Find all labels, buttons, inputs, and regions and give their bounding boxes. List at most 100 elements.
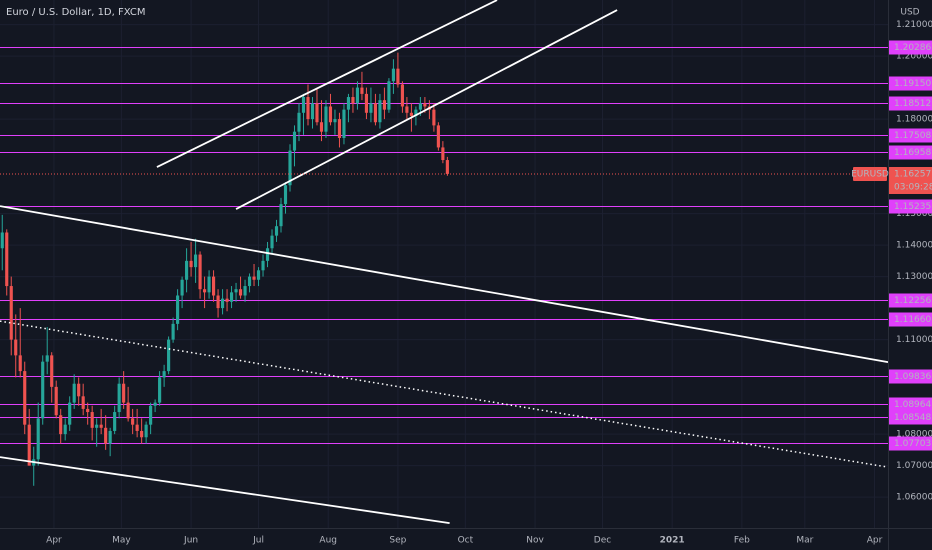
trend-line [156, 0, 498, 168]
candle-body [292, 131, 297, 151]
candle-body [23, 371, 27, 425]
level-label: 1.19150 [894, 79, 931, 89]
level-label-box [889, 199, 932, 214]
candle-body [333, 119, 337, 123]
x-tick-label: Sep [389, 536, 406, 546]
candle-body [229, 292, 234, 302]
candle-body [216, 295, 220, 309]
level-label: 1.15235 [894, 202, 931, 212]
x-tick-label: Jul [252, 536, 264, 546]
candle-body [180, 279, 184, 296]
candle-body [369, 103, 373, 113]
candle-body [153, 402, 157, 406]
y-tick-label: 1.15000 [896, 209, 932, 219]
candle-body [27, 424, 31, 466]
level-label-box [889, 96, 932, 111]
candle-body [328, 106, 333, 123]
candle-body [346, 97, 351, 110]
y-tick-label: 1.11000 [896, 335, 932, 345]
level-label-box [889, 40, 932, 55]
candle-body [198, 254, 202, 290]
candle-body [95, 424, 99, 428]
candle-body [351, 97, 355, 104]
candle-body [247, 276, 252, 287]
candle-body [122, 383, 126, 403]
candle-body [135, 424, 139, 431]
candle-body [90, 412, 94, 428]
candle-body [59, 415, 63, 435]
candle-body [441, 147, 445, 161]
x-tick-label: Jun [183, 536, 198, 546]
candle-body [256, 270, 261, 280]
x-tick-label: Apr [867, 536, 883, 546]
candle-body [288, 150, 292, 186]
candle-body [99, 424, 103, 428]
trend-line [0, 320, 889, 468]
candle-body [279, 204, 283, 227]
candle-body [252, 276, 256, 280]
level-label: 1.07703 [894, 439, 931, 449]
candle-body [126, 402, 130, 419]
trend-line [0, 205, 889, 363]
candle-body [243, 286, 247, 296]
candle-body [391, 68, 395, 82]
x-tick-label: Nov [526, 536, 544, 546]
candle-body [265, 248, 270, 261]
last-price-box [889, 166, 932, 194]
x-tick-label: Mar [796, 536, 813, 546]
countdown-label: 03:09:28 [894, 182, 932, 192]
candle-body [14, 339, 18, 356]
trend-line [0, 456, 450, 525]
y-tick-label: 1.21000 [896, 20, 932, 30]
candle-body [162, 371, 166, 378]
candle-body [45, 355, 49, 362]
candle-body [63, 424, 67, 435]
candle-body [283, 185, 288, 205]
candle-body [113, 412, 117, 431]
candle-body [414, 109, 418, 116]
candle-body [337, 119, 342, 138]
candle-body [405, 106, 409, 113]
candle-body [203, 289, 207, 293]
level-label-box [889, 76, 932, 91]
y-tick-label: 1.08000 [896, 430, 932, 440]
chart-title: Euro / U.S. Dollar, 1D, FXCM [6, 7, 145, 18]
candle-body [18, 355, 22, 372]
candle-body [9, 286, 13, 340]
candle-body [72, 383, 76, 403]
candle-body [270, 235, 274, 249]
x-tick-label: Aug [319, 536, 337, 546]
candle-body [194, 254, 198, 268]
level-label-box [889, 293, 932, 308]
candle-body [0, 232, 4, 249]
candle-body [104, 427, 108, 444]
candle-body [144, 424, 148, 438]
symbol-label: EURUSD [851, 169, 889, 179]
y-tick-label: 1.18000 [896, 115, 932, 125]
level-label: 1.11660 [894, 315, 931, 325]
y-tick-label: 1.06000 [896, 493, 932, 503]
candle-body [324, 106, 328, 132]
candle-body [158, 377, 162, 403]
level-label: 1.20286 [894, 43, 931, 53]
candle-body [436, 125, 440, 148]
candle-body [117, 383, 121, 413]
candle-body [297, 112, 301, 132]
candle-body [310, 103, 315, 120]
candle-body [373, 103, 378, 123]
level-label: 1.12256 [894, 296, 931, 306]
candle-body [445, 160, 449, 174]
candle-body [207, 276, 211, 293]
y-tick-label: 1.14000 [896, 241, 932, 251]
candle-body [261, 260, 265, 271]
candle-body [108, 430, 112, 444]
level-label-box [889, 312, 932, 327]
candle-body [409, 112, 413, 116]
candle-body [36, 418, 40, 460]
candle-body [131, 418, 135, 425]
trend-line [235, 9, 618, 210]
candle-body [5, 232, 9, 287]
level-label-box [889, 145, 932, 160]
